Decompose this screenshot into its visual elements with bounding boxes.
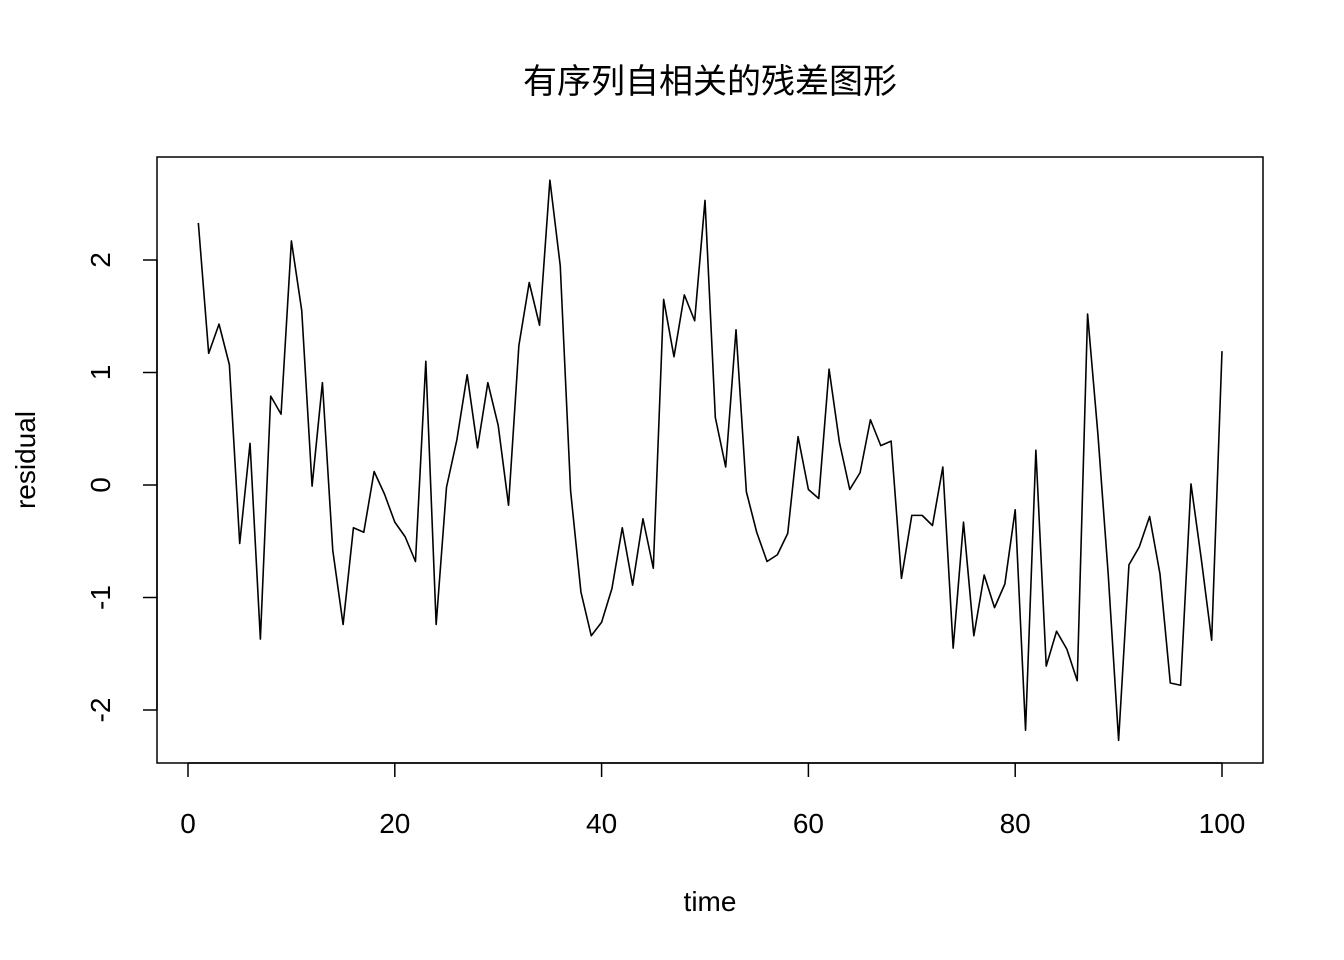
x-tick-label: 60 (793, 808, 824, 839)
x-tick-label: 80 (1000, 808, 1031, 839)
x-tick-label: 20 (379, 808, 410, 839)
y-tick-label: 1 (85, 365, 116, 381)
x-axis-label: time (684, 886, 737, 917)
x-tick-label: 0 (180, 808, 196, 839)
y-tick-label: 0 (85, 477, 116, 493)
y-tick-label: -2 (85, 698, 116, 723)
y-tick-label: 2 (85, 252, 116, 268)
plot-frame (156, 156, 1264, 764)
chart-title: 有序列自相关的残差图形 (523, 62, 897, 102)
x-tick-label: 40 (586, 808, 617, 839)
y-axis: -2 -1 0 1 2 (85, 252, 158, 723)
x-axis: 0 20 40 60 80 100 (180, 762, 1246, 839)
y-axis-label: residual (10, 411, 41, 509)
y-tick-label: -1 (85, 585, 116, 610)
series-layer (197, 179, 1223, 742)
x-tick-label: 100 (1199, 808, 1246, 839)
series-line (197, 179, 1223, 742)
